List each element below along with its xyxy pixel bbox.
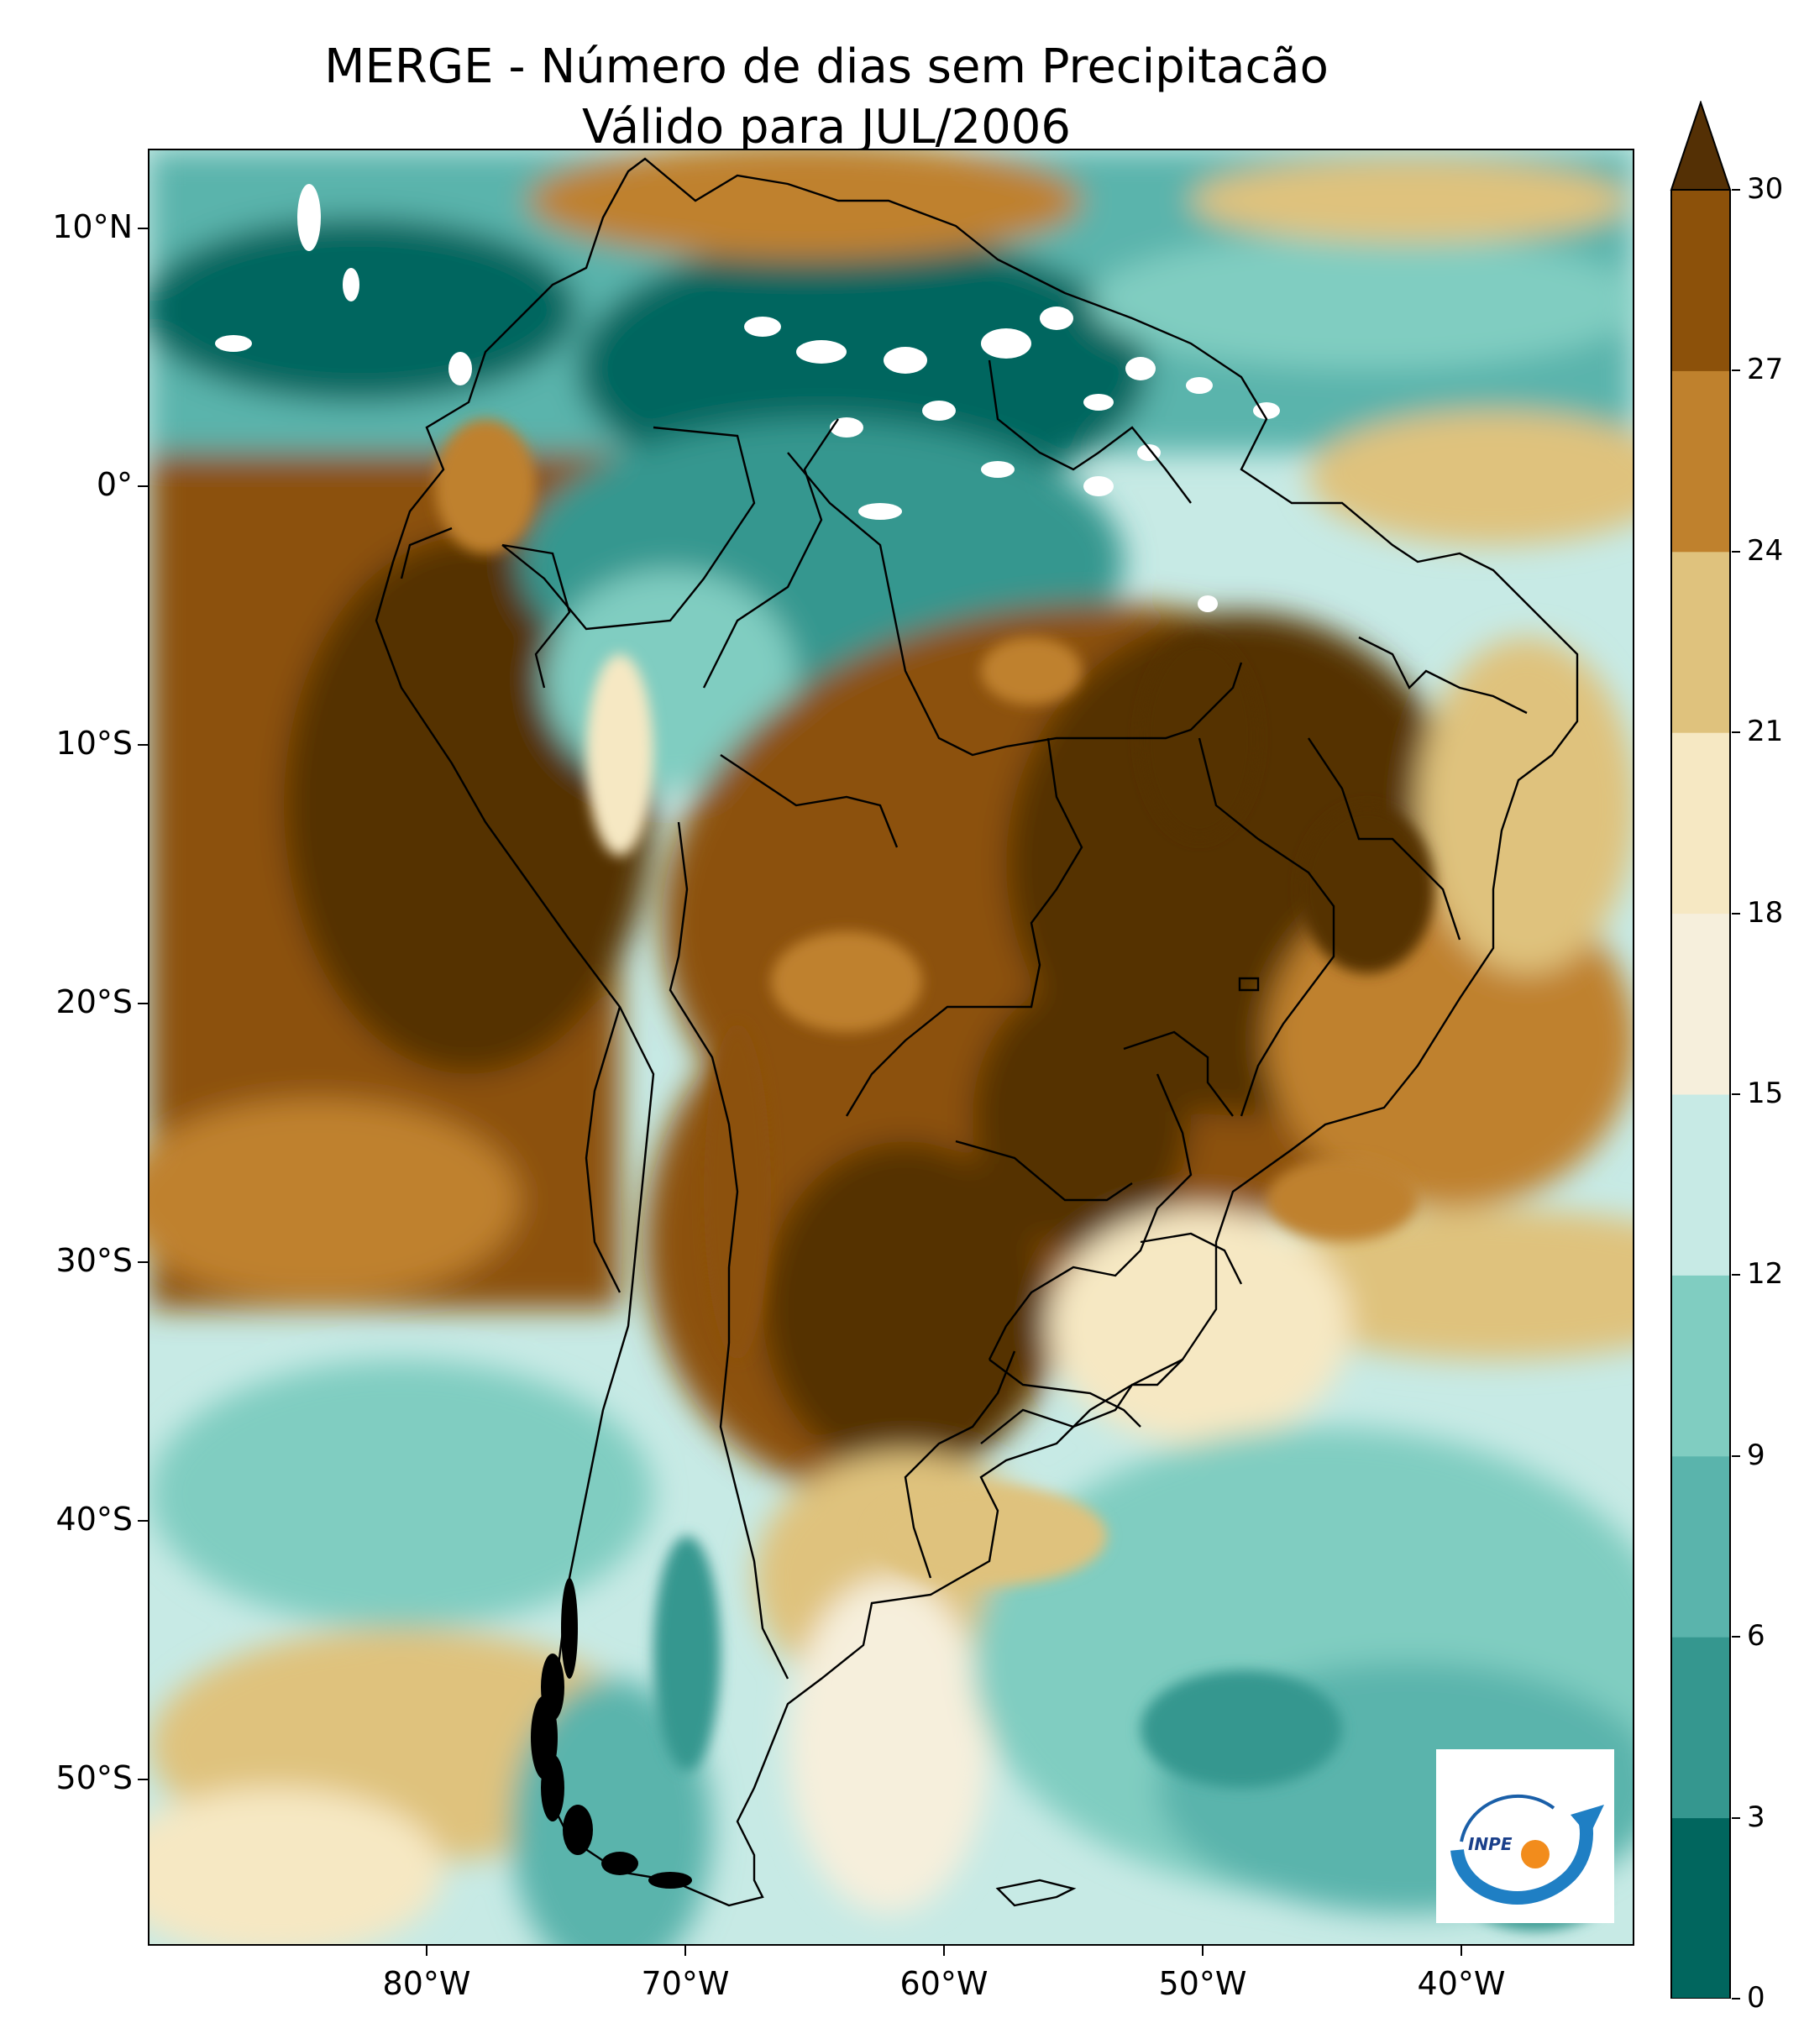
y-tick <box>138 228 148 229</box>
colorbar-bin <box>1671 370 1730 553</box>
colorbar-tick-label: 3 <box>1747 1800 1765 1834</box>
colorbar-tick <box>1732 1816 1740 1819</box>
x-label: 40°W <box>1417 1965 1506 2002</box>
colorbar-tick-label: 24 <box>1747 533 1784 568</box>
precipitation-map <box>149 150 1633 1944</box>
colorbar-bin <box>1671 551 1730 733</box>
field-pattern <box>149 150 1633 1944</box>
x-label: 50°W <box>1158 1965 1247 2002</box>
colorbar-tick-label: 9 <box>1747 1438 1765 1472</box>
y-label: 30°S <box>55 1242 133 1279</box>
colorbar <box>1670 101 1732 1999</box>
colorbar-tick-label: 21 <box>1747 715 1784 749</box>
colorbar-bin <box>1671 1275 1730 1457</box>
title-line-1: MERGE - Número de dias sem Precipitacão <box>324 39 1329 94</box>
colorbar-tick <box>1732 369 1740 372</box>
y-tick <box>138 1003 148 1004</box>
no-data-specks <box>215 184 1280 612</box>
x-tick <box>1461 1946 1462 1956</box>
x-label: 70°W <box>641 1965 730 2002</box>
y-label: 10°S <box>55 725 133 762</box>
y-tick <box>138 1261 148 1263</box>
x-tick <box>684 1946 686 1956</box>
colorbar-bin <box>1671 732 1730 915</box>
colorbar-tick-label: 18 <box>1747 895 1784 930</box>
colorbar-bin <box>1671 1637 1730 1819</box>
colorbar-tick <box>1732 912 1740 915</box>
logo-text: INPE <box>1468 1834 1513 1854</box>
inpe-logo: INPE <box>1436 1749 1614 1923</box>
y-label: 10°N <box>52 208 133 245</box>
colorbar-extend-arrow <box>1670 101 1732 191</box>
fjord-coast <box>531 1578 692 1889</box>
y-label: 40°S <box>55 1501 133 1538</box>
inpe-logo-mark: INPE <box>1450 1794 1604 1905</box>
title-line-2: Válido para JUL/2006 <box>581 100 1072 155</box>
colorbar-tick <box>1732 1274 1740 1276</box>
x-tick <box>1202 1946 1204 1956</box>
colorbar-tick <box>1732 1636 1740 1638</box>
colorbar-bin <box>1671 1455 1730 1638</box>
colorbar-tick <box>1732 550 1740 553</box>
colorbar-tick <box>1732 1998 1740 1999</box>
y-label: 20°S <box>55 983 133 1020</box>
colorbar-tick-label: 6 <box>1747 1619 1765 1654</box>
y-tick <box>138 1520 148 1522</box>
colorbar-frame <box>1670 190 1731 1999</box>
x-label: 80°W <box>382 1965 471 2002</box>
colorbar-tick-label: 12 <box>1747 1257 1784 1292</box>
colorbar-tick <box>1732 731 1740 734</box>
x-tick <box>426 1946 427 1956</box>
colorbar-bin <box>1671 913 1730 1095</box>
colorbar-bin <box>1671 1094 1730 1276</box>
colorbar-bin <box>1671 190 1730 371</box>
y-tick <box>138 1779 148 1780</box>
colorbar-tick-label: 30 <box>1747 172 1784 206</box>
colorbar-tick-label: 0 <box>1747 1981 1765 2015</box>
y-tick <box>138 485 148 487</box>
y-tick <box>138 744 148 746</box>
colorbar-tick <box>1732 1093 1740 1095</box>
colorbar-bin <box>1671 1817 1730 1999</box>
colorbar-tick-label: 15 <box>1747 1077 1784 1110</box>
field-speckle <box>435 419 1602 1931</box>
colorbar-tick <box>1732 189 1740 191</box>
y-label: 0° <box>96 466 133 503</box>
colorbar-tick-label: 27 <box>1747 353 1784 387</box>
borders <box>375 157 1579 1907</box>
y-label: 50°S <box>55 1759 133 1796</box>
x-tick <box>943 1946 945 1956</box>
map-panel <box>148 149 1634 1946</box>
colorbar-tick <box>1732 1454 1740 1457</box>
x-label: 60°W <box>899 1965 989 2002</box>
